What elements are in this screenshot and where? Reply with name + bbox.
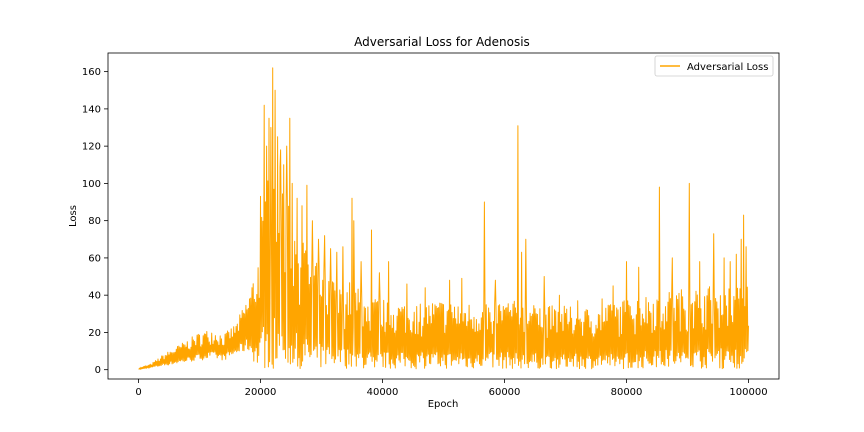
x-tick-label: 20000	[245, 387, 277, 398]
legend-box	[654, 55, 774, 77]
x-tick-label: 100000	[729, 387, 767, 398]
y-tick-label: 40	[88, 291, 101, 302]
series-line-adversarial-loss	[138, 67, 749, 370]
chart-title: Adversarial Loss for Adenosis	[354, 35, 530, 49]
y-axis-ticks: 0 20 40 60 80 100 120 140 160	[82, 67, 108, 376]
y-tick-label: 0	[95, 365, 101, 376]
y-tick-label: 20	[88, 328, 101, 339]
x-tick-label: 40000	[367, 387, 399, 398]
legend-label: Adversarial Loss	[687, 62, 768, 73]
x-tick-label: 0	[135, 387, 141, 398]
y-tick-label: 100	[82, 179, 101, 190]
series-lines	[138, 67, 749, 370]
x-axis-ticks: 0 20000 40000 60000 80000 100000	[135, 379, 768, 398]
x-tick-label: 60000	[489, 387, 521, 398]
legend: Adversarial Loss	[654, 55, 774, 77]
x-axis-label: Epoch	[428, 399, 459, 410]
y-tick-label: 140	[82, 104, 101, 115]
y-axis-label: Loss	[68, 205, 79, 227]
plot-frame	[107, 52, 780, 380]
y-tick-label: 160	[82, 67, 101, 78]
y-tick-label: 120	[82, 142, 101, 153]
y-tick-label: 80	[88, 216, 101, 227]
y-tick-label: 60	[88, 253, 101, 264]
x-tick-label: 80000	[611, 387, 643, 398]
